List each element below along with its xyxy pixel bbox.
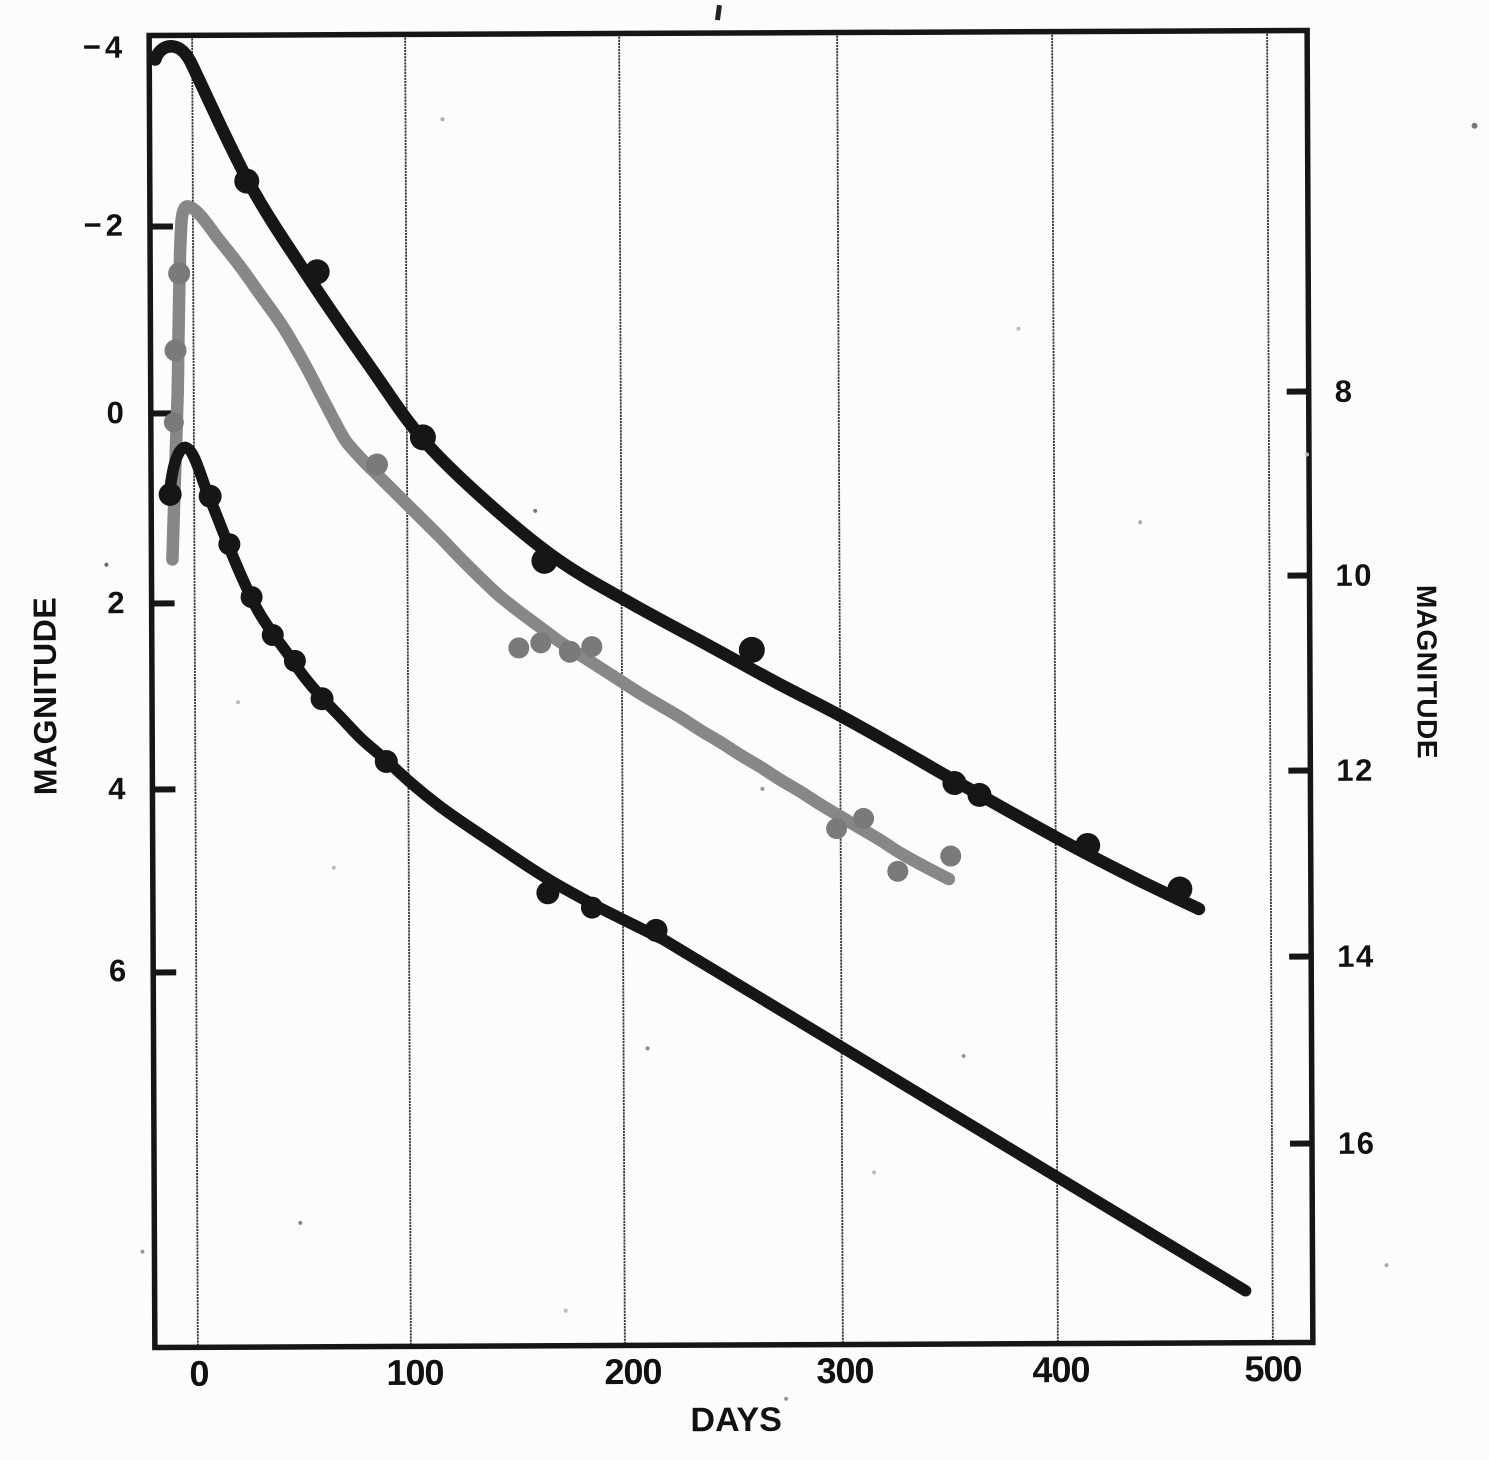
svg-text:400: 400 — [1032, 1349, 1089, 1390]
svg-text:8: 8 — [1335, 374, 1354, 409]
svg-text:10: 10 — [1335, 558, 1373, 593]
svg-text:6: 6 — [109, 953, 126, 988]
svg-text:200: 200 — [604, 1351, 661, 1392]
svg-text:0: 0 — [106, 395, 123, 430]
svg-text:100: 100 — [386, 1352, 443, 1393]
svg-text:14: 14 — [1337, 939, 1375, 974]
svg-text:MAGNITUDE: MAGNITUDE — [27, 597, 64, 795]
svg-text:DAYS: DAYS — [690, 1401, 782, 1439]
svg-text:16: 16 — [1338, 1126, 1376, 1161]
svg-text:12: 12 — [1336, 753, 1374, 788]
svg-text:500: 500 — [1244, 1348, 1301, 1389]
svg-text:2: 2 — [107, 585, 124, 620]
svg-text:0: 0 — [189, 1353, 208, 1394]
svg-text:300: 300 — [816, 1350, 873, 1391]
svg-text:MAGNITUDE: MAGNITUDE — [1411, 585, 1443, 759]
svg-text:4: 4 — [108, 771, 126, 806]
